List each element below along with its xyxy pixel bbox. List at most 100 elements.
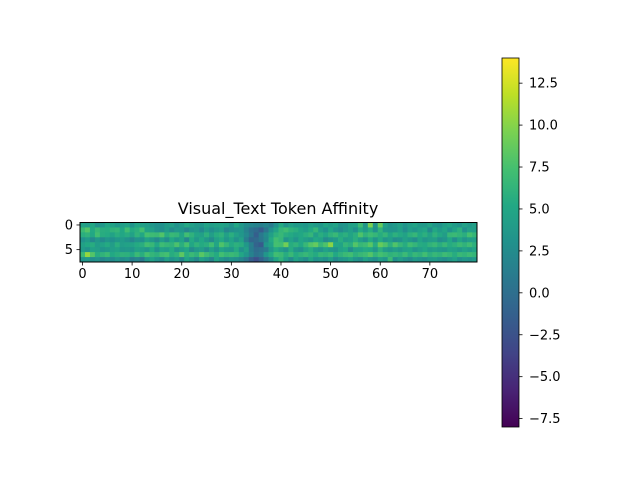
- heatmap-cell: [209, 247, 215, 253]
- heatmap-cell: [417, 247, 423, 253]
- heatmap-cell: [223, 222, 230, 228]
- heatmap-cell: [357, 247, 364, 253]
- heatmap-cell: [467, 222, 473, 228]
- heatmap-cell: [184, 227, 190, 233]
- heatmap-cell: [293, 257, 299, 263]
- heatmap-cell: [189, 257, 195, 263]
- colorbar-tick-label: 10.0: [529, 119, 558, 134]
- heatmap-cell: [328, 257, 334, 263]
- heatmap-cell: [94, 222, 101, 228]
- heatmap-cell: [352, 232, 359, 238]
- heatmap-cell: [114, 242, 121, 248]
- heatmap-cell: [352, 247, 359, 253]
- heatmap-cell: [313, 257, 319, 263]
- heatmap-cell: [109, 232, 116, 238]
- heatmap-cell: [124, 227, 130, 233]
- heatmap-cell: [427, 237, 433, 243]
- heatmap-cell: [362, 222, 369, 228]
- heatmap-cell: [472, 252, 478, 258]
- x-tick-label: 20: [173, 267, 190, 282]
- heatmap-cell: [427, 247, 433, 253]
- heatmap-cell: [169, 222, 175, 228]
- heatmap-cell: [80, 257, 86, 263]
- heatmap-cell: [154, 247, 160, 253]
- heatmap-cell: [119, 242, 126, 248]
- heatmap-cell: [129, 247, 135, 253]
- heatmap-cell: [318, 232, 324, 238]
- heatmap-cell: [298, 242, 304, 248]
- heatmap-cell: [328, 222, 334, 228]
- heatmap-cell: [357, 222, 364, 228]
- heatmap-cell: [288, 237, 294, 243]
- heatmap-cell: [169, 242, 175, 248]
- heatmap-cell: [268, 232, 274, 238]
- heatmap-cell: [258, 237, 264, 243]
- heatmap-cell: [352, 257, 359, 263]
- heatmap-cell: [442, 252, 448, 258]
- heatmap-cell: [382, 222, 389, 228]
- heatmap-cell: [179, 257, 185, 263]
- heatmap-cell: [367, 222, 374, 228]
- heatmap-cell: [462, 227, 468, 233]
- heatmap-cell: [452, 227, 458, 233]
- heatmap-cell: [273, 237, 279, 243]
- heatmap-cell: [268, 222, 274, 228]
- heatmap-cell: [109, 247, 116, 253]
- heatmap-cell: [308, 232, 314, 238]
- heatmap-cell: [343, 252, 349, 258]
- heatmap-cell: [228, 247, 235, 253]
- heatmap-cell: [293, 227, 299, 233]
- y-axis: 05: [65, 218, 80, 258]
- heatmap-cell: [437, 222, 443, 228]
- heatmap-cell: [154, 237, 160, 243]
- heatmap-cell: [407, 242, 413, 248]
- heatmap-cell: [124, 252, 130, 258]
- heatmap-cell: [407, 232, 413, 238]
- heatmap-cell: [248, 252, 255, 258]
- heatmap-cell: [367, 257, 374, 263]
- heatmap-cell: [204, 247, 210, 253]
- heatmap-cell: [154, 227, 160, 233]
- heatmap-cell: [253, 227, 260, 233]
- heatmap-cell: [402, 232, 408, 238]
- heatmap-cell: [323, 222, 329, 228]
- heatmap-cell: [80, 252, 86, 258]
- heatmap-cell: [144, 247, 150, 253]
- heatmap-cell: [199, 252, 205, 258]
- heatmap-cell: [402, 257, 408, 263]
- heatmap-cell: [372, 227, 379, 233]
- heatmap-cell: [367, 247, 374, 253]
- heatmap-cell: [407, 237, 413, 243]
- heatmap-cell: [189, 247, 195, 253]
- heatmap-cell: [104, 227, 111, 233]
- heatmap-cell: [402, 252, 408, 258]
- heatmap-cell: [243, 252, 250, 258]
- heatmap-cell: [223, 227, 230, 233]
- heatmap-cell: [114, 227, 121, 233]
- heatmap-cell: [228, 252, 235, 258]
- heatmap-cell: [248, 222, 255, 228]
- y-tick-label: 5: [65, 243, 73, 258]
- heatmap-cell: [139, 252, 145, 258]
- heatmap-cell: [204, 252, 210, 258]
- heatmap-cell: [263, 237, 269, 243]
- heatmap-cell: [134, 232, 140, 238]
- heatmap-cell: [283, 227, 289, 233]
- heatmap-cell: [278, 222, 284, 228]
- heatmap-cell: [84, 227, 91, 233]
- heatmap-cell: [278, 232, 284, 238]
- heatmap-cell: [109, 222, 116, 228]
- heatmap-cell: [313, 222, 319, 228]
- heatmap-cell: [263, 227, 269, 233]
- heatmap-cell: [422, 237, 428, 243]
- heatmap-cell: [372, 242, 379, 248]
- heatmap-cell: [462, 257, 468, 263]
- heatmap-cell: [189, 252, 195, 258]
- heatmap-cell: [357, 252, 364, 258]
- heatmap-cell: [179, 222, 185, 228]
- heatmap-cell: [159, 232, 165, 238]
- heatmap-cell: [268, 257, 274, 263]
- heatmap-cell: [159, 252, 165, 258]
- heatmap-cell: [318, 227, 324, 233]
